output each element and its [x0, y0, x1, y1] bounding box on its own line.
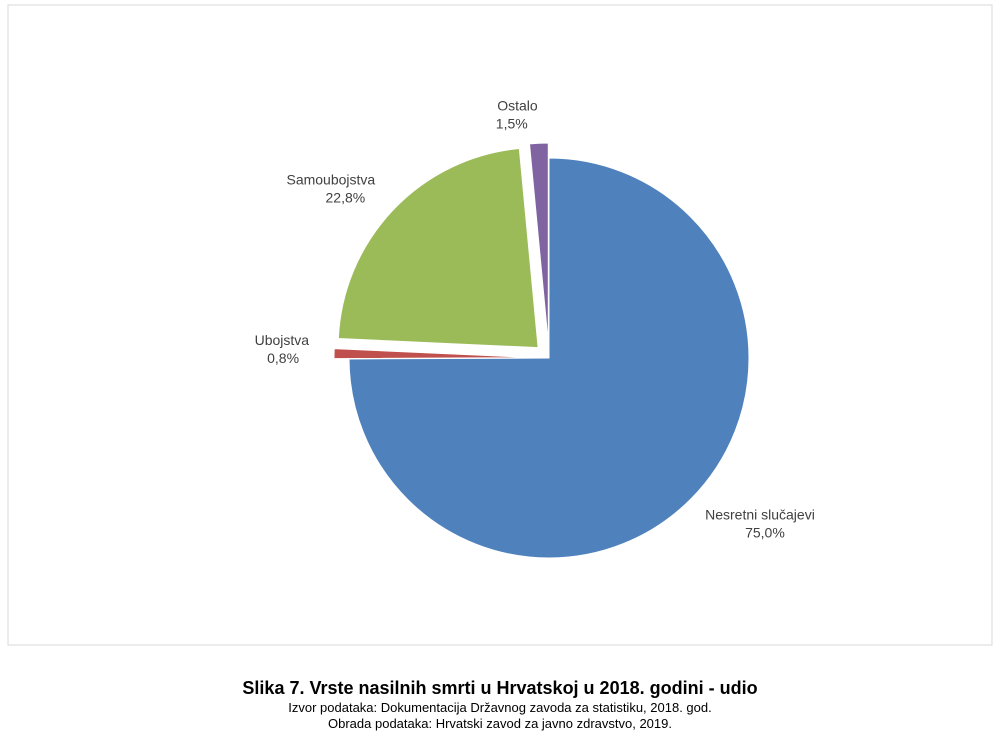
processing-note: Obrada podataka: Hrvatski zavod za javno…	[328, 716, 672, 731]
source-note: Izvor podataka: Dokumentacija Državnog z…	[288, 700, 711, 715]
slice-value-label: 75,0%	[745, 524, 785, 540]
slice-label: Samoubojstva	[286, 171, 375, 187]
slice-value-label: 1,5%	[496, 115, 528, 131]
pie-slice	[348, 157, 750, 559]
pie-slice	[337, 147, 539, 349]
chart-title: Slika 7. Vrste nasilnih smrti u Hrvatsko…	[242, 678, 757, 698]
pie-slice	[528, 142, 549, 344]
slice-label: Ubojstva	[255, 332, 310, 348]
slice-label: Nesretni slučajevi	[705, 506, 815, 522]
slice-value-label: 22,8%	[326, 189, 366, 205]
slice-value-label: 0,8%	[267, 350, 299, 366]
slice-label: Ostalo	[497, 97, 538, 113]
pie-slice	[333, 348, 535, 360]
